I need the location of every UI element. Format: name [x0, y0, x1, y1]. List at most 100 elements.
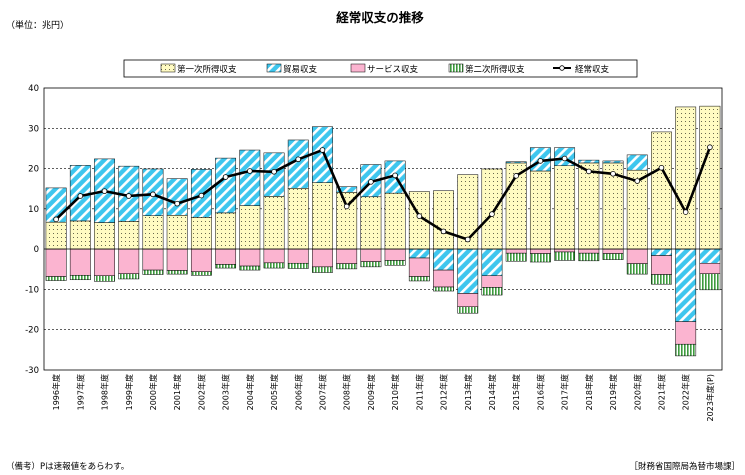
bar-primary-income [45, 221, 67, 250]
bar-primary-income [554, 165, 576, 250]
bar-primary-income [699, 105, 721, 250]
legend-item-services: サービス収支 [350, 63, 419, 75]
bar-secondary-income [239, 265, 261, 271]
legend-swatch-secondary-income [448, 63, 464, 73]
bar-trade [239, 149, 261, 206]
bar-primary-income [118, 221, 140, 250]
bar-secondary-income [336, 263, 358, 270]
bar-secondary-income [384, 260, 406, 266]
x-tick-label: 2005年度 [269, 374, 279, 410]
current-account-point [125, 193, 132, 199]
x-tick-label: 2012年度 [439, 374, 449, 410]
current-account-point [392, 172, 398, 179]
bar-primary-income [529, 170, 551, 250]
bar-services [215, 248, 237, 265]
bar-secondary-income [675, 343, 697, 357]
bar-primary-income [166, 215, 188, 250]
current-account-point [198, 192, 205, 199]
x-tick-label: 2000年度 [148, 374, 158, 410]
bar-secondary-income [457, 306, 479, 314]
y-tick-label: 0 [34, 245, 39, 255]
y-tick-label: -30 [25, 366, 39, 376]
bar-trade [505, 161, 527, 164]
current-account-point [319, 147, 326, 153]
bar-services [651, 255, 672, 275]
bar-secondary-income [190, 271, 212, 276]
bar-trade [263, 152, 285, 197]
plot-frame [43, 87, 723, 371]
bar-services [481, 275, 503, 288]
current-account-point [464, 236, 471, 243]
bar-services [457, 293, 479, 308]
bar-services [94, 248, 115, 276]
bar-primary-income [69, 220, 91, 250]
bar-secondary-income [602, 253, 624, 260]
bar-secondary-income [263, 262, 285, 269]
bar-secondary-income [94, 275, 115, 282]
bar-services [626, 248, 648, 264]
x-tick-label: 1999年度 [124, 374, 134, 410]
bar-trade [312, 126, 333, 183]
bar-services [360, 248, 382, 262]
bar-services [554, 248, 576, 253]
legend-label-primary-income: 第一次所得収支 [177, 64, 237, 75]
legend-marker-current-account [559, 65, 565, 71]
legend-swatch-trade [266, 63, 282, 73]
x-tick-label: 1996年度 [51, 374, 61, 410]
bar-services [45, 248, 67, 277]
y-tick-label: 40 [28, 84, 39, 94]
x-tick-label: 2009年度 [366, 374, 376, 410]
bar-trade [457, 248, 479, 294]
bar-trade [69, 165, 91, 222]
bar-services [336, 248, 358, 264]
legend-item-trade: 貿易収支 [266, 63, 318, 75]
bar-trade [602, 160, 624, 164]
bar-secondary-income [505, 252, 527, 262]
bar-primary-income [94, 222, 115, 250]
current-account-polyline [55, 146, 712, 241]
current-account-point [343, 203, 350, 210]
current-account-point [682, 209, 689, 215]
bar-trade [336, 186, 358, 193]
current-account-point [440, 228, 447, 235]
y-tick-label: -10 [25, 285, 39, 295]
x-tick-label: 2022年度 [681, 374, 691, 410]
bar-secondary-income [287, 262, 309, 269]
y-axis-ticks: -30 -20 -10 0 10 20 30 40 [25, 84, 39, 376]
y-tick-label: -20 [25, 326, 39, 336]
bar-primary-income [287, 188, 309, 250]
bar-secondary-income [360, 261, 382, 268]
legend-item-primary-income: 第一次所得収支 [160, 63, 237, 75]
bar-services [287, 248, 309, 264]
x-tick-label: 1998年度 [100, 374, 110, 410]
bar-services [529, 248, 551, 254]
bar-secondary-income [142, 269, 164, 275]
current-account-point [586, 168, 592, 175]
x-tick-label: 2023年度(P) [705, 374, 715, 421]
y-tick-label: 20 [28, 165, 39, 175]
current-account-point [150, 191, 156, 198]
bar-primary-income [142, 215, 164, 250]
bar-secondary-income [554, 251, 576, 261]
current-account-point [707, 144, 713, 151]
bar-services [239, 248, 261, 267]
bar-primary-income [651, 131, 672, 250]
x-tick-label: 2008年度 [342, 374, 352, 410]
x-tick-label: 2001年度 [172, 374, 182, 410]
y-tick-label: 30 [28, 124, 39, 134]
legend-item-secondary-income: 第二次所得収支 [448, 63, 525, 75]
bar-secondary-income [626, 263, 648, 275]
bar-secondary-income [578, 252, 600, 262]
x-axis-labels: 1996年度 1997年度 1998年度 1999年度 2000年度 2001年度 2002… [51, 374, 715, 421]
legend-label-current-account: 経常収支 [575, 64, 610, 75]
current-account-point [53, 216, 59, 223]
bar-primary-income [481, 168, 503, 250]
bar-trade [675, 248, 697, 322]
legend-item-current-account: 経常収支 [553, 64, 610, 75]
x-tick-label: 2006年度 [293, 374, 303, 410]
footnote: （備考）Pは速報値をあらわす。 [6, 461, 129, 472]
current-account-point [101, 188, 108, 194]
x-tick-label: 2004年度 [245, 374, 255, 410]
bar-services [312, 248, 333, 268]
bar-trade [166, 178, 188, 216]
